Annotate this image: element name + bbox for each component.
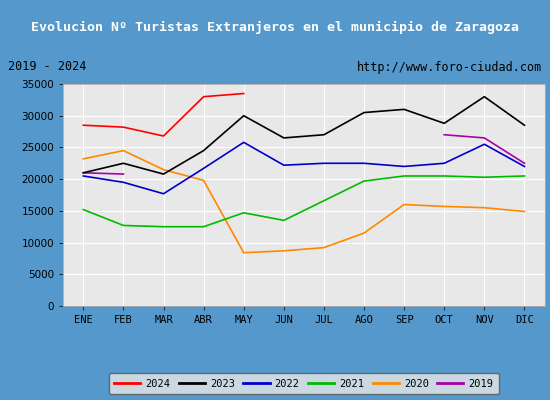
Text: http://www.foro-ciudad.com: http://www.foro-ciudad.com bbox=[356, 60, 542, 74]
Text: Evolucion Nº Turistas Extranjeros en el municipio de Zaragoza: Evolucion Nº Turistas Extranjeros en el … bbox=[31, 20, 519, 34]
Legend: 2024, 2023, 2022, 2021, 2020, 2019: 2024, 2023, 2022, 2021, 2020, 2019 bbox=[109, 373, 499, 394]
Text: 2019 - 2024: 2019 - 2024 bbox=[8, 60, 86, 74]
